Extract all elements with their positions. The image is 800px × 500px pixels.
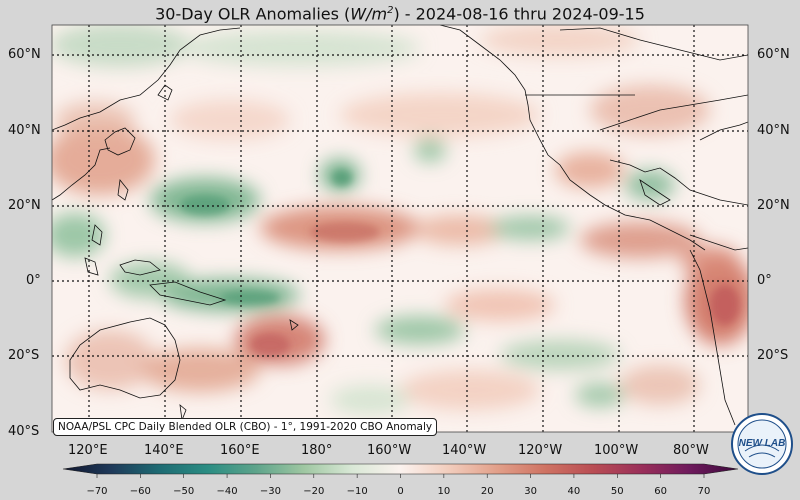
anomaly-field bbox=[52, 25, 748, 432]
noaa-psl-logo-icon: NEW LAB bbox=[731, 413, 793, 475]
map-title: 30-Day OLR Anomalies (W/m2) - 2024-08-16… bbox=[155, 4, 645, 24]
lon-label-80w: 80°W bbox=[673, 443, 709, 458]
lon-label-140e: 140°E bbox=[144, 443, 184, 458]
colorbar-tick-label: −50 bbox=[173, 486, 194, 497]
colorbar-tick-label: −10 bbox=[347, 486, 368, 497]
lon-label-120e: 120°E bbox=[68, 443, 108, 458]
svg-text:NEW LAB: NEW LAB bbox=[739, 438, 786, 449]
colorbar-tick-label: 20 bbox=[481, 486, 494, 497]
lon-label-140w: 140°W bbox=[442, 443, 487, 458]
colorbar-tick-label: 50 bbox=[611, 486, 624, 497]
lat-label-20n-right: 20°N bbox=[757, 198, 790, 213]
colorbar-tick-label: −60 bbox=[130, 486, 151, 497]
colorbar-tick-label: 10 bbox=[437, 486, 450, 497]
lat-label-40n-left: 40°N bbox=[8, 123, 41, 138]
lon-label-120w: 120°W bbox=[518, 443, 563, 458]
colorbar-tick-label: 30 bbox=[524, 486, 537, 497]
lat-label-eq-right: 0° bbox=[757, 273, 772, 288]
colorbar-tick-label: 60 bbox=[654, 486, 667, 497]
lat-label-eq-left: 0° bbox=[26, 273, 41, 288]
colorbar-tick-label: −20 bbox=[303, 486, 324, 497]
lat-label-60n-right: 60°N bbox=[757, 47, 790, 62]
colorbar-gradient bbox=[62, 463, 739, 475]
lat-label-20n-left: 20°N bbox=[8, 198, 41, 213]
coastlines bbox=[52, 25, 748, 426]
colorbar-tick-label: 0 bbox=[397, 486, 403, 497]
lat-label-60n-left: 60°N bbox=[8, 47, 41, 62]
lat-label-40n-right: 40°N bbox=[757, 123, 790, 138]
graticule bbox=[52, 25, 748, 432]
colorbar-tick-label: −40 bbox=[217, 486, 238, 497]
lon-label-100w: 100°W bbox=[594, 443, 639, 458]
colorbar-tick-label: 70 bbox=[698, 486, 711, 497]
data-source-credit: NOAA/PSL CPC Daily Blended OLR (CBO) - 1… bbox=[53, 418, 438, 436]
colorbar-ticks: −70 −60 −50 −40 −30 −20 −10 0 10 20 30 40 50 60 70 bbox=[86, 474, 710, 497]
lon-label-160w: 160°W bbox=[367, 443, 412, 458]
colorbar-tick-label: −30 bbox=[260, 486, 281, 497]
lon-label-180: 180° bbox=[301, 443, 333, 458]
colorbar-tick-label: −70 bbox=[86, 486, 107, 497]
lon-label-160e: 160°E bbox=[220, 443, 260, 458]
lat-label-20s-right: 20°S bbox=[757, 348, 789, 363]
lat-label-40s-left: 40°S bbox=[8, 424, 40, 439]
lat-label-20s-left: 20°S bbox=[8, 348, 40, 363]
colorbar-tick-label: 40 bbox=[568, 486, 581, 497]
